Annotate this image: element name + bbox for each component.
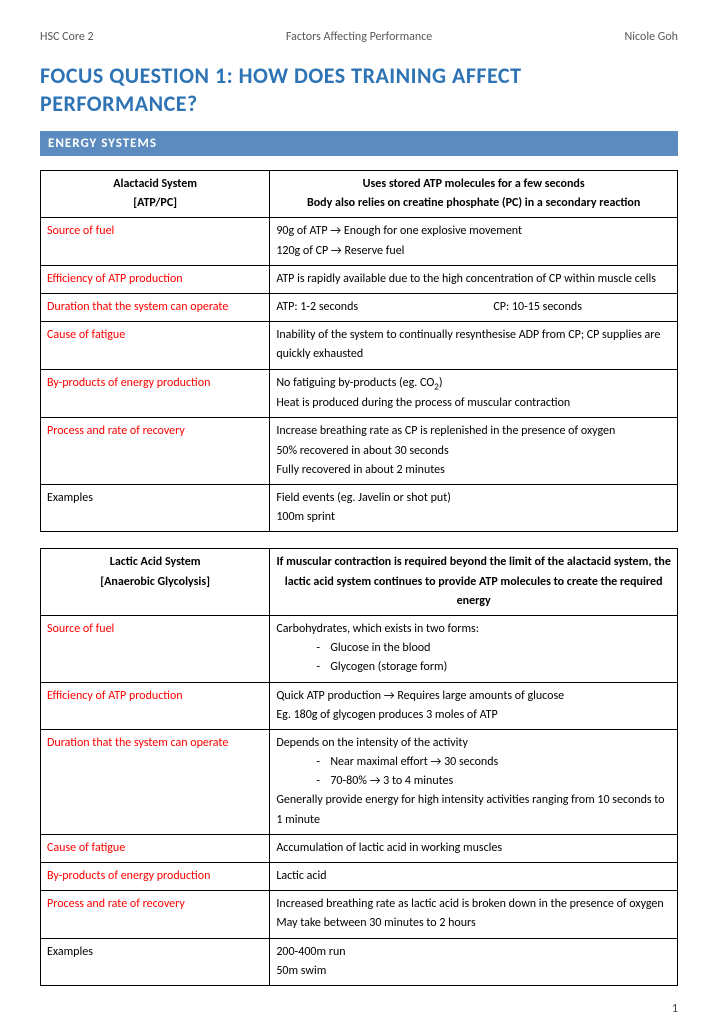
header-center: Factors Affecting Performance [286, 30, 432, 44]
t1-head-r2: Body also relies on creatine phosphate (… [276, 194, 671, 213]
t2-head-left: Lactic Acid System [Anaerobic Glycolysis… [41, 549, 270, 616]
t1-r2-label: Efficiency of ATP production [41, 265, 270, 293]
t1-r1-label: Source of fuel [41, 218, 270, 265]
t2-head-right: If muscular contraction is required beyo… [270, 549, 678, 616]
t1-r6r2: 50% recovered in about 30 seconds [276, 442, 671, 461]
t2-r3r2: -Near maximal effort → 30 seconds [276, 753, 671, 772]
t1-head-right: Uses stored ATP molecules for a few seco… [270, 171, 678, 218]
t2-r3-val: Depends on the intensity of the activity… [270, 729, 678, 834]
page-title: FOCUS QUESTION 1: HOW DOES TRAINING AFFE… [40, 62, 678, 117]
t1-r1r1: 90g of ATP → Enough for one explosive mo… [276, 222, 671, 241]
t1-r7-label: Examples [41, 485, 270, 532]
t1-r1r2: 120g of CP → Reserve fuel [276, 242, 671, 261]
t2-r6r1: Increased breathing rate as lactic acid … [276, 895, 671, 914]
t1-r6-label: Process and rate of recovery [41, 418, 270, 485]
t2-head-l2: [Anaerobic Glycolysis] [47, 573, 263, 592]
t1-head-l1: Alactacid System [47, 175, 263, 194]
t2-r7-label: Examples [41, 938, 270, 985]
t2-r5-label: By-products of energy production [41, 863, 270, 891]
t1-r6-val: Increase breathing rate as CP is repleni… [270, 418, 678, 485]
t2-r4-label: Cause of fatigue [41, 834, 270, 862]
t2-r1-label: Source of fuel [41, 615, 270, 682]
t2-head-l1: Lactic Acid System [47, 553, 263, 572]
section-heading: ENERGY SYSTEMS [40, 131, 678, 156]
t1-r6r1: Increase breathing rate as CP is repleni… [276, 422, 671, 441]
t1-r3r2: CP: 10-15 seconds [493, 298, 582, 317]
t1-head-left: Alactacid System [ATP/PC] [41, 171, 270, 218]
t2-r6-val: Increased breathing rate as lactic acid … [270, 891, 678, 938]
t2-r7-val: 200-400m run 50m swim [270, 938, 678, 985]
t1-head-l2: [ATP/PC] [47, 194, 263, 213]
t1-r5-val: No fatiguing by-products (eg. CO2) Heat … [270, 369, 678, 418]
t2-r6-label: Process and rate of recovery [41, 891, 270, 938]
t2-r3r4: Generally provide energy for high intens… [276, 791, 671, 829]
t1-r7r2: 100m sprint [276, 508, 671, 527]
t1-r5r2: Heat is produced during the process of m… [276, 394, 671, 413]
t2-r4-val: Accumulation of lactic acid in working m… [270, 834, 678, 862]
t1-r5r1: No fatiguing by-products (eg. CO2) [276, 374, 671, 395]
t1-r3-label: Duration that the system can operate [41, 293, 270, 321]
t2-r2-val: Quick ATP production → Requires large am… [270, 682, 678, 729]
t1-head-r1: Uses stored ATP molecules for a few seco… [276, 175, 671, 194]
t2-r3r3: -70-80% → 3 to 4 minutes [276, 772, 671, 791]
t2-r1r1: Carbohydrates, which exists in two forms… [276, 620, 671, 639]
t2-r1r3: -Glycogen (storage form) [276, 658, 671, 677]
t1-r3r1: ATP: 1-2 seconds [276, 298, 493, 317]
t1-r5-label: By-products of energy production [41, 369, 270, 418]
t2-r7r1: 200-400m run [276, 943, 671, 962]
t2-r1r2: -Glucose in the blood [276, 639, 671, 658]
t1-r4-label: Cause of fatigue [41, 322, 270, 369]
page-header: HSC Core 2 Factors Affecting Performance… [40, 30, 678, 44]
t1-r7-val: Field events (eg. Javelin or shot put) 1… [270, 485, 678, 532]
header-left: HSC Core 2 [40, 30, 94, 44]
t2-r2-label: Efficiency of ATP production [41, 682, 270, 729]
t2-r2r1: Quick ATP production → Requires large am… [276, 687, 671, 706]
t2-r2r2: Eg. 180g of glycogen produces 3 moles of… [276, 706, 671, 725]
header-right: Nicole Goh [625, 30, 678, 44]
page-number: 1 [40, 1002, 678, 1016]
t2-r5-val: Lactic acid [270, 863, 678, 891]
t2-r6r2: May take between 30 minutes to 2 hours [276, 914, 671, 933]
alactacid-table: Alactacid System [ATP/PC] Uses stored AT… [40, 170, 678, 532]
t1-r4-val: Inability of the system to continually r… [270, 322, 678, 369]
t1-r2-val: ATP is rapidly available due to the high… [270, 265, 678, 293]
t1-r7r1: Field events (eg. Javelin or shot put) [276, 489, 671, 508]
t2-r3-label: Duration that the system can operate [41, 729, 270, 834]
t1-r3-val: ATP: 1-2 seconds CP: 10-15 seconds [270, 293, 678, 321]
t2-r3r1: Depends on the intensity of the activity [276, 734, 671, 753]
lactic-table: Lactic Acid System [Anaerobic Glycolysis… [40, 548, 678, 986]
t2-r1-val: Carbohydrates, which exists in two forms… [270, 615, 678, 682]
t2-r7r2: 50m swim [276, 962, 671, 981]
t1-r1-val: 90g of ATP → Enough for one explosive mo… [270, 218, 678, 265]
t1-r6r3: Fully recovered in about 2 minutes [276, 461, 671, 480]
